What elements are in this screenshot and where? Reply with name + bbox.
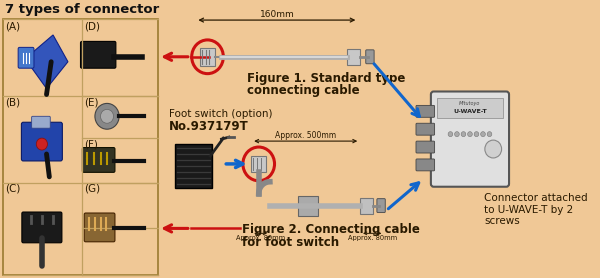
FancyBboxPatch shape: [437, 98, 503, 118]
Text: U-WAVE-T: U-WAVE-T: [453, 109, 487, 114]
Text: Figure 1. Standard type: Figure 1. Standard type: [247, 72, 405, 85]
Text: Figure 2. Connecting cable: Figure 2. Connecting cable: [242, 224, 420, 237]
FancyBboxPatch shape: [416, 159, 434, 171]
FancyBboxPatch shape: [360, 198, 373, 214]
Circle shape: [461, 132, 466, 137]
FancyBboxPatch shape: [298, 196, 318, 215]
FancyBboxPatch shape: [251, 156, 266, 172]
Text: 7 types of connector: 7 types of connector: [5, 3, 159, 16]
Text: 160mm: 160mm: [259, 10, 294, 19]
FancyBboxPatch shape: [80, 41, 116, 68]
Circle shape: [485, 140, 502, 158]
Bar: [3, 19, 158, 275]
Text: Approx. 500mm: Approx. 500mm: [275, 131, 336, 140]
FancyBboxPatch shape: [366, 50, 374, 64]
Circle shape: [101, 109, 113, 123]
FancyBboxPatch shape: [82, 148, 115, 172]
FancyBboxPatch shape: [347, 49, 360, 65]
FancyBboxPatch shape: [431, 91, 509, 187]
FancyBboxPatch shape: [377, 199, 385, 212]
Circle shape: [455, 132, 459, 137]
Text: Foot switch (option): Foot switch (option): [169, 109, 273, 119]
Text: connecting cable: connecting cable: [247, 84, 359, 96]
Text: Approx. 80mm: Approx. 80mm: [236, 235, 285, 241]
Circle shape: [95, 103, 119, 129]
Text: Mitutoyo: Mitutoyo: [459, 101, 481, 106]
Circle shape: [448, 132, 453, 137]
FancyBboxPatch shape: [84, 213, 115, 242]
Text: Approx. 80mm: Approx. 80mm: [347, 235, 397, 241]
Text: (B): (B): [5, 98, 20, 108]
FancyBboxPatch shape: [175, 144, 212, 188]
Text: to U-WAVE-T by 2: to U-WAVE-T by 2: [484, 205, 573, 215]
Circle shape: [474, 132, 479, 137]
Text: (C): (C): [5, 184, 20, 194]
Text: (E): (E): [84, 98, 98, 108]
FancyBboxPatch shape: [22, 122, 62, 161]
Text: No.937179T: No.937179T: [169, 120, 249, 133]
FancyBboxPatch shape: [416, 123, 434, 135]
Circle shape: [481, 132, 485, 137]
FancyBboxPatch shape: [18, 47, 34, 68]
Polygon shape: [25, 35, 68, 88]
FancyBboxPatch shape: [22, 212, 62, 243]
Text: (F): (F): [84, 139, 98, 149]
Text: for foot switch: for foot switch: [242, 236, 339, 249]
Text: Connector attached: Connector attached: [484, 193, 587, 203]
Text: screws: screws: [484, 217, 520, 227]
Circle shape: [487, 132, 492, 137]
FancyBboxPatch shape: [32, 116, 50, 128]
Circle shape: [467, 132, 472, 137]
Text: (A): (A): [5, 21, 20, 31]
FancyBboxPatch shape: [416, 105, 434, 117]
FancyBboxPatch shape: [200, 48, 215, 66]
Text: (G): (G): [84, 184, 100, 194]
Circle shape: [36, 138, 47, 150]
Text: (D): (D): [84, 21, 100, 31]
FancyBboxPatch shape: [416, 141, 434, 153]
